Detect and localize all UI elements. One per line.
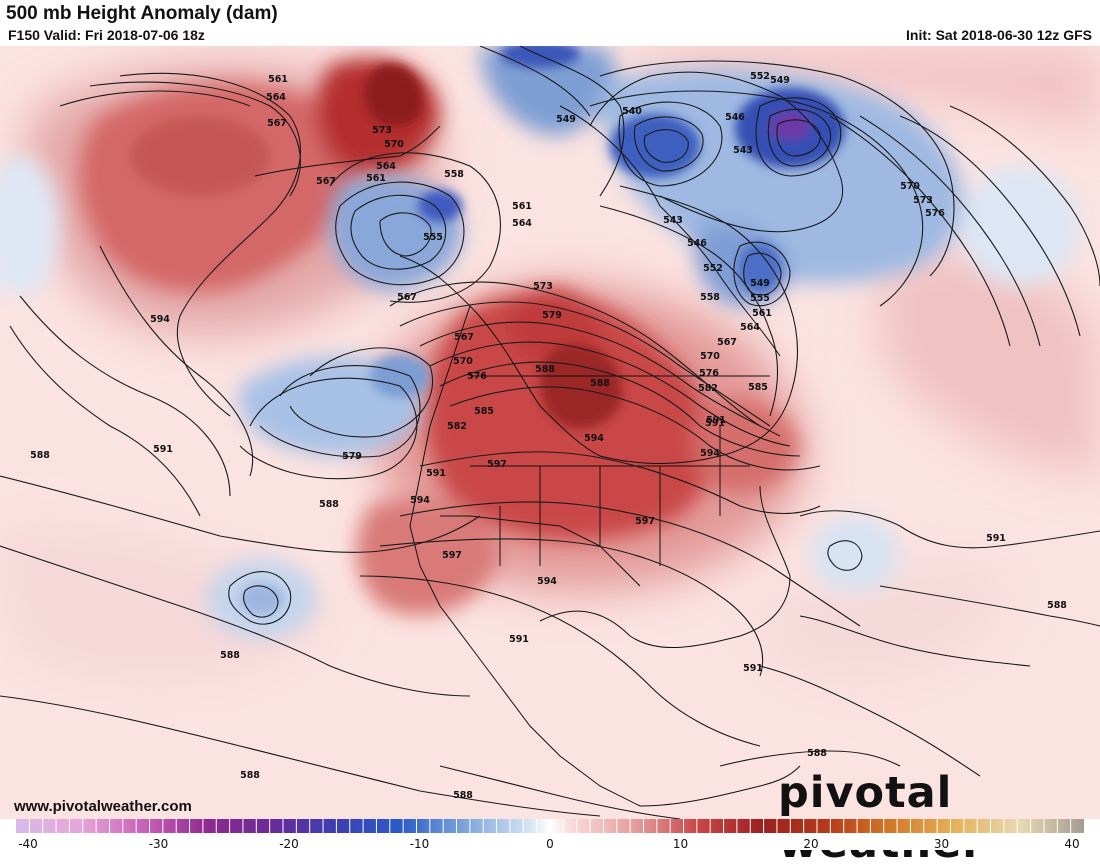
contour-label: 591	[153, 444, 173, 455]
contour-label: 588	[1047, 600, 1067, 611]
contour-label: 561	[366, 173, 386, 184]
contour-label: 588	[220, 650, 240, 661]
contour-label: 591	[743, 663, 763, 674]
height-contours	[0, 46, 1100, 819]
contour-label: 588	[240, 770, 260, 781]
contour-label: 594	[150, 314, 170, 325]
contour-label: 594	[410, 495, 430, 506]
contour-label: 585	[748, 382, 768, 393]
contour-label: 540	[622, 106, 642, 117]
colorbar: -40 -30 -20 -10 0 10 20 30 40	[0, 819, 1100, 851]
contour-label: 597	[442, 550, 462, 561]
colorbar-tick-label: 40	[1064, 837, 1080, 851]
contour-label: 570	[900, 181, 920, 192]
contour-label: 594	[584, 433, 604, 444]
colorbar-tick-label: -20	[279, 837, 299, 851]
contour-label: 546	[687, 238, 707, 249]
contour-label: 597	[487, 459, 507, 470]
contour-label: 573	[533, 281, 553, 292]
contour-label: 582	[447, 421, 467, 432]
contour-label: 549	[750, 278, 770, 289]
colorbar-tick-label: -30	[148, 837, 169, 851]
contour-label: 588	[319, 499, 339, 510]
contour-label: 588	[535, 364, 555, 375]
contour-label: 567	[717, 337, 737, 348]
contour-label: 570	[453, 356, 473, 367]
contour-label: 564	[740, 322, 760, 333]
contour-label: 591	[706, 415, 726, 426]
contour-label: 573	[372, 125, 392, 136]
contour-label: 561	[512, 201, 532, 212]
map-title: 500 mb Height Anomaly (dam)	[6, 3, 278, 24]
contour-label: 570	[384, 139, 404, 150]
contour-label: 585	[474, 406, 494, 417]
contour-label: 549	[556, 114, 576, 125]
height-anomaly-map: 561 564 567 573 570 564 561 567 558 555 …	[0, 46, 1100, 819]
contour-label: 594	[537, 576, 557, 587]
contour-label: 579	[542, 310, 562, 321]
contour-label: 588	[590, 378, 610, 389]
contour-label: 564	[266, 92, 286, 103]
contour-label: 597	[635, 516, 655, 527]
contour-label: 555	[423, 232, 443, 243]
contour-label: 543	[733, 145, 753, 156]
contour-label: 570	[700, 351, 720, 362]
contour-label: 552	[750, 71, 770, 82]
contour-label: 543	[663, 215, 683, 226]
website-label: www.pivotalweather.com	[14, 798, 192, 815]
colorbar-tick-label: 10	[672, 837, 689, 851]
contour-label: 576	[699, 368, 719, 379]
contour-label: 591	[426, 468, 446, 479]
contour-label: 546	[725, 112, 745, 123]
contour-label: 576	[925, 208, 945, 219]
init-time: Init: Sat 2018-06-30 12z GFS	[906, 27, 1092, 43]
colorbar-tick-label: -40	[18, 837, 38, 851]
contour-label: 567	[454, 332, 474, 343]
pivotal-weather-logo: pivotal weather	[778, 768, 983, 868]
contour-label: 579	[342, 451, 362, 462]
contour-label: 591	[986, 533, 1006, 544]
contour-label: 552	[703, 263, 723, 274]
contour-label: 582	[698, 383, 718, 394]
contour-label: 567	[267, 118, 287, 129]
contour-label: 567	[316, 176, 336, 187]
colorbar-tick-label: 30	[933, 837, 950, 851]
valid-time: F150 Valid: Fri 2018-07-06 18z	[8, 27, 205, 43]
contour-label: 591	[509, 634, 529, 645]
colorbar-tick-label: 20	[803, 837, 819, 851]
colorbar-tick-label: -10	[409, 837, 430, 851]
colorbar-gradient	[16, 819, 1084, 833]
contour-label: 591	[705, 418, 725, 429]
contour-label: 576	[467, 371, 487, 382]
contour-label: 564	[376, 161, 396, 172]
contour-label: 558	[700, 292, 720, 303]
contour-label: 588	[453, 790, 473, 801]
contour-labels: 561 564 567 573 570 564 561 567 558 555 …	[30, 71, 1067, 801]
contour-label: 564	[512, 218, 532, 229]
contour-label: 555	[750, 293, 770, 304]
contour-label: 588	[807, 748, 827, 759]
map-header: 500 mb Height Anomaly (dam) F150 Valid: …	[0, 0, 1100, 46]
contour-label: 549	[770, 75, 790, 86]
contour-label: 561	[752, 308, 772, 319]
contour-label: 558	[444, 169, 464, 180]
contour-label: 573	[913, 195, 933, 206]
contour-label: 588	[30, 450, 50, 461]
contour-label: 567	[397, 292, 417, 303]
coastlines	[254, 71, 1031, 807]
contour-label: 594	[700, 448, 720, 459]
colorbar-tick-label: 0	[546, 837, 554, 851]
contour-label: 561	[268, 74, 288, 85]
